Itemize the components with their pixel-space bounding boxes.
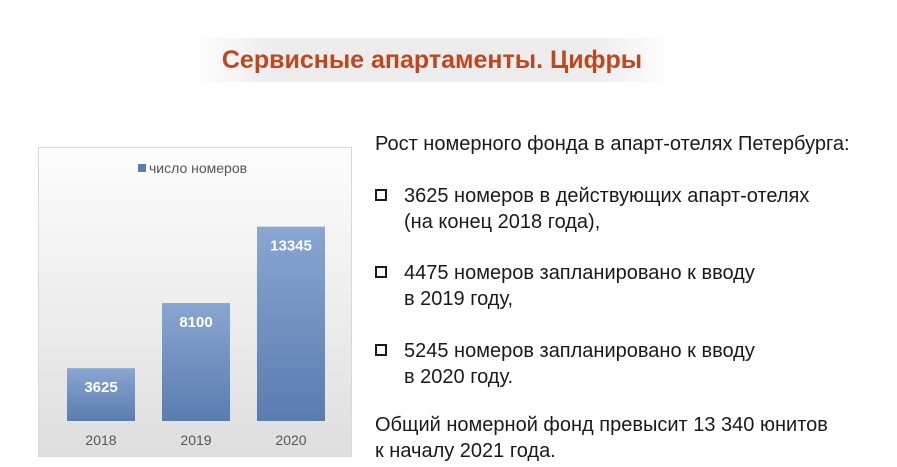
list-item-line1: 3625 номеров в действующих апарт-отелях <box>404 185 810 207</box>
list-item-line2: в 2019 году, <box>404 288 513 310</box>
bar-chart: число номеров 3625 2018 8100 2019 13345 2020 <box>38 147 352 457</box>
data-label-2020: 13345 <box>270 238 312 255</box>
page-title: Сервисные апартаменты. Цифры <box>221 46 643 74</box>
list-item-line2: в 2020 году. <box>404 366 513 388</box>
checkbox-icon <box>375 344 387 356</box>
list-item-line1: 5245 номеров запланировано к вводу <box>404 340 755 362</box>
bar-2020 <box>257 226 325 421</box>
data-label-2018: 3625 <box>84 379 117 396</box>
chart-plot: 3625 2018 8100 2019 13345 2020 <box>67 226 325 448</box>
summary-line2: к началу 2021 года. <box>375 440 556 462</box>
title-band <box>188 38 676 82</box>
data-label-2019: 8100 <box>179 314 212 331</box>
legend-swatch <box>138 164 146 172</box>
x-tick-label-2019: 2019 <box>180 432 211 448</box>
legend-label: число номеров <box>149 160 248 176</box>
list-item-line2: (на конец 2018 года), <box>404 211 601 233</box>
checkbox-icon <box>375 189 387 201</box>
bar-2018 <box>67 368 135 421</box>
summary-line1: Общий номерной фонд превысит 13 340 юнит… <box>375 414 828 436</box>
intro-text: Рост номерного фонда в апарт-отелях Пете… <box>375 133 850 155</box>
checkbox-icon <box>375 266 387 278</box>
x-tick-label-2018: 2018 <box>85 432 116 448</box>
bar-2019 <box>162 303 230 421</box>
x-tick-label-2020: 2020 <box>275 432 306 448</box>
list-item-line1: 4475 номеров запланировано к вводу <box>404 262 755 284</box>
chart-legend: число номеров <box>138 160 247 176</box>
